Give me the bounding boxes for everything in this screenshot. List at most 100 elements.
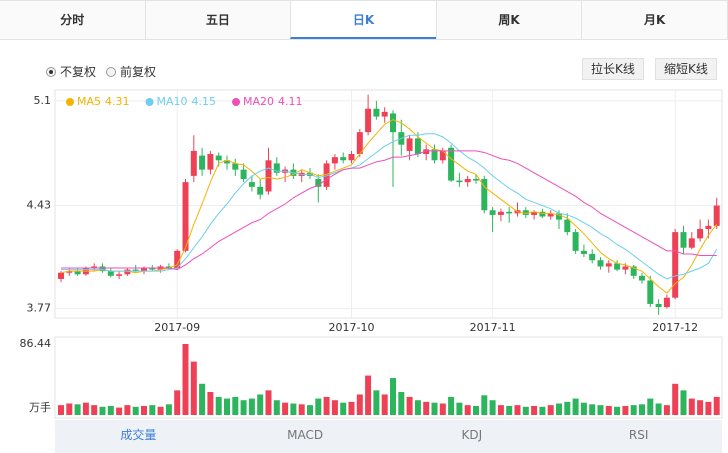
candle-body	[74, 271, 81, 275]
candle-body	[531, 211, 538, 215]
radio[interactable]	[106, 66, 116, 77]
volume-bar	[273, 400, 280, 415]
candle-body	[564, 219, 571, 233]
candle-body	[107, 271, 114, 276]
candle-body	[439, 150, 446, 161]
candle-body	[448, 147, 455, 181]
candle-body	[431, 149, 438, 161]
volume-bar	[464, 405, 471, 415]
candle-body	[224, 160, 230, 164]
ma-line	[60, 119, 718, 294]
x-tick-label: 2017-09	[154, 321, 200, 334]
tab[interactable]: 分时	[0, 0, 146, 39]
volume-bar	[99, 406, 106, 415]
candle-body	[406, 138, 413, 151]
volume-bar	[257, 394, 264, 415]
indicator-tab[interactable]: KDJ	[461, 428, 483, 442]
button[interactable]: 缩短K线	[655, 58, 717, 80]
volume-bar	[373, 390, 380, 415]
candle-body	[348, 154, 355, 161]
volume-bar	[307, 405, 313, 415]
volume-bar	[74, 404, 81, 415]
legend-dot	[232, 98, 241, 106]
tab[interactable]: 五日	[144, 0, 292, 39]
volume-bar	[448, 396, 455, 415]
candle-body	[381, 111, 388, 117]
candle-body	[680, 232, 687, 248]
candle-body	[547, 213, 554, 217]
volume-bar	[639, 404, 645, 415]
legend-value: 4.31	[105, 95, 130, 108]
candle-body	[132, 269, 139, 272]
legend-value: 4.15	[192, 95, 217, 108]
candle-body	[199, 155, 206, 170]
candle-body	[423, 149, 430, 155]
volume-bar	[331, 400, 338, 415]
volume-bar	[265, 390, 272, 415]
volume-bar	[539, 406, 546, 415]
volume-bar	[240, 400, 247, 415]
volume-bar	[481, 395, 488, 415]
legend-dot	[145, 98, 154, 106]
candle-body	[215, 155, 222, 161]
volume-bar	[622, 405, 629, 415]
candle-body	[663, 297, 670, 308]
candle-body	[614, 263, 621, 270]
x-tick-label: 2017-10	[329, 321, 375, 334]
radio[interactable]	[46, 66, 56, 77]
volume-bar	[531, 405, 538, 415]
candle-body	[572, 232, 579, 251]
volume-bar	[688, 398, 695, 415]
legend-value: 4.11	[278, 95, 303, 108]
candle-body	[141, 268, 147, 272]
candle-body	[597, 260, 604, 267]
indicator-tab[interactable]: RSI	[628, 428, 649, 442]
candle-body	[622, 266, 629, 270]
candle-body	[248, 182, 255, 187]
candle-body	[232, 163, 239, 170]
volume-bar	[207, 392, 214, 415]
candle-body	[116, 274, 123, 276]
option-label: 不复权	[60, 65, 97, 79]
volume-bar	[431, 402, 438, 415]
volume-bar	[224, 398, 230, 415]
candle-body	[323, 163, 330, 187]
candle-body	[647, 280, 654, 304]
volume-bar	[182, 344, 189, 415]
adjust-option[interactable]: 前复权	[106, 63, 156, 80]
volume-bar	[298, 404, 305, 415]
volume-bar	[605, 405, 612, 415]
volume-bar	[348, 401, 355, 415]
tab[interactable]: 周K	[435, 0, 583, 39]
tab[interactable]: 月K	[581, 0, 728, 39]
period-tabs: 分时 五日 日K 周K 月K	[0, 0, 728, 40]
candle-body	[66, 271, 73, 273]
volume-bar	[199, 383, 206, 415]
volume-bar	[149, 405, 156, 415]
button[interactable]: 拉长K线	[582, 58, 644, 80]
candle-body	[373, 108, 380, 117]
indicator-tab[interactable]: MACD	[287, 428, 324, 442]
candle-body	[705, 225, 712, 229]
volume-bar	[597, 405, 604, 415]
candle-body	[522, 210, 529, 215]
candle-body	[697, 228, 704, 239]
option-label: 前复权	[120, 65, 157, 79]
volume-bar	[655, 403, 662, 415]
volume-bar	[713, 396, 720, 415]
indicator-tab[interactable]: 成交量	[120, 428, 157, 442]
candle-body	[688, 238, 695, 248]
candle-body	[539, 211, 546, 217]
volume-bar	[174, 390, 181, 415]
legend-name: MA10	[157, 95, 188, 108]
candle-body	[58, 272, 64, 279]
tab[interactable]: 日K	[290, 0, 437, 39]
volume-bar	[381, 394, 388, 415]
candle-body	[165, 266, 172, 269]
adjust-option[interactable]: 不复权	[46, 63, 96, 80]
candle-body	[240, 169, 247, 180]
candle-body	[497, 211, 504, 215]
ma-line	[61, 133, 718, 280]
candle-body	[414, 138, 421, 155]
candle-body	[356, 132, 363, 155]
